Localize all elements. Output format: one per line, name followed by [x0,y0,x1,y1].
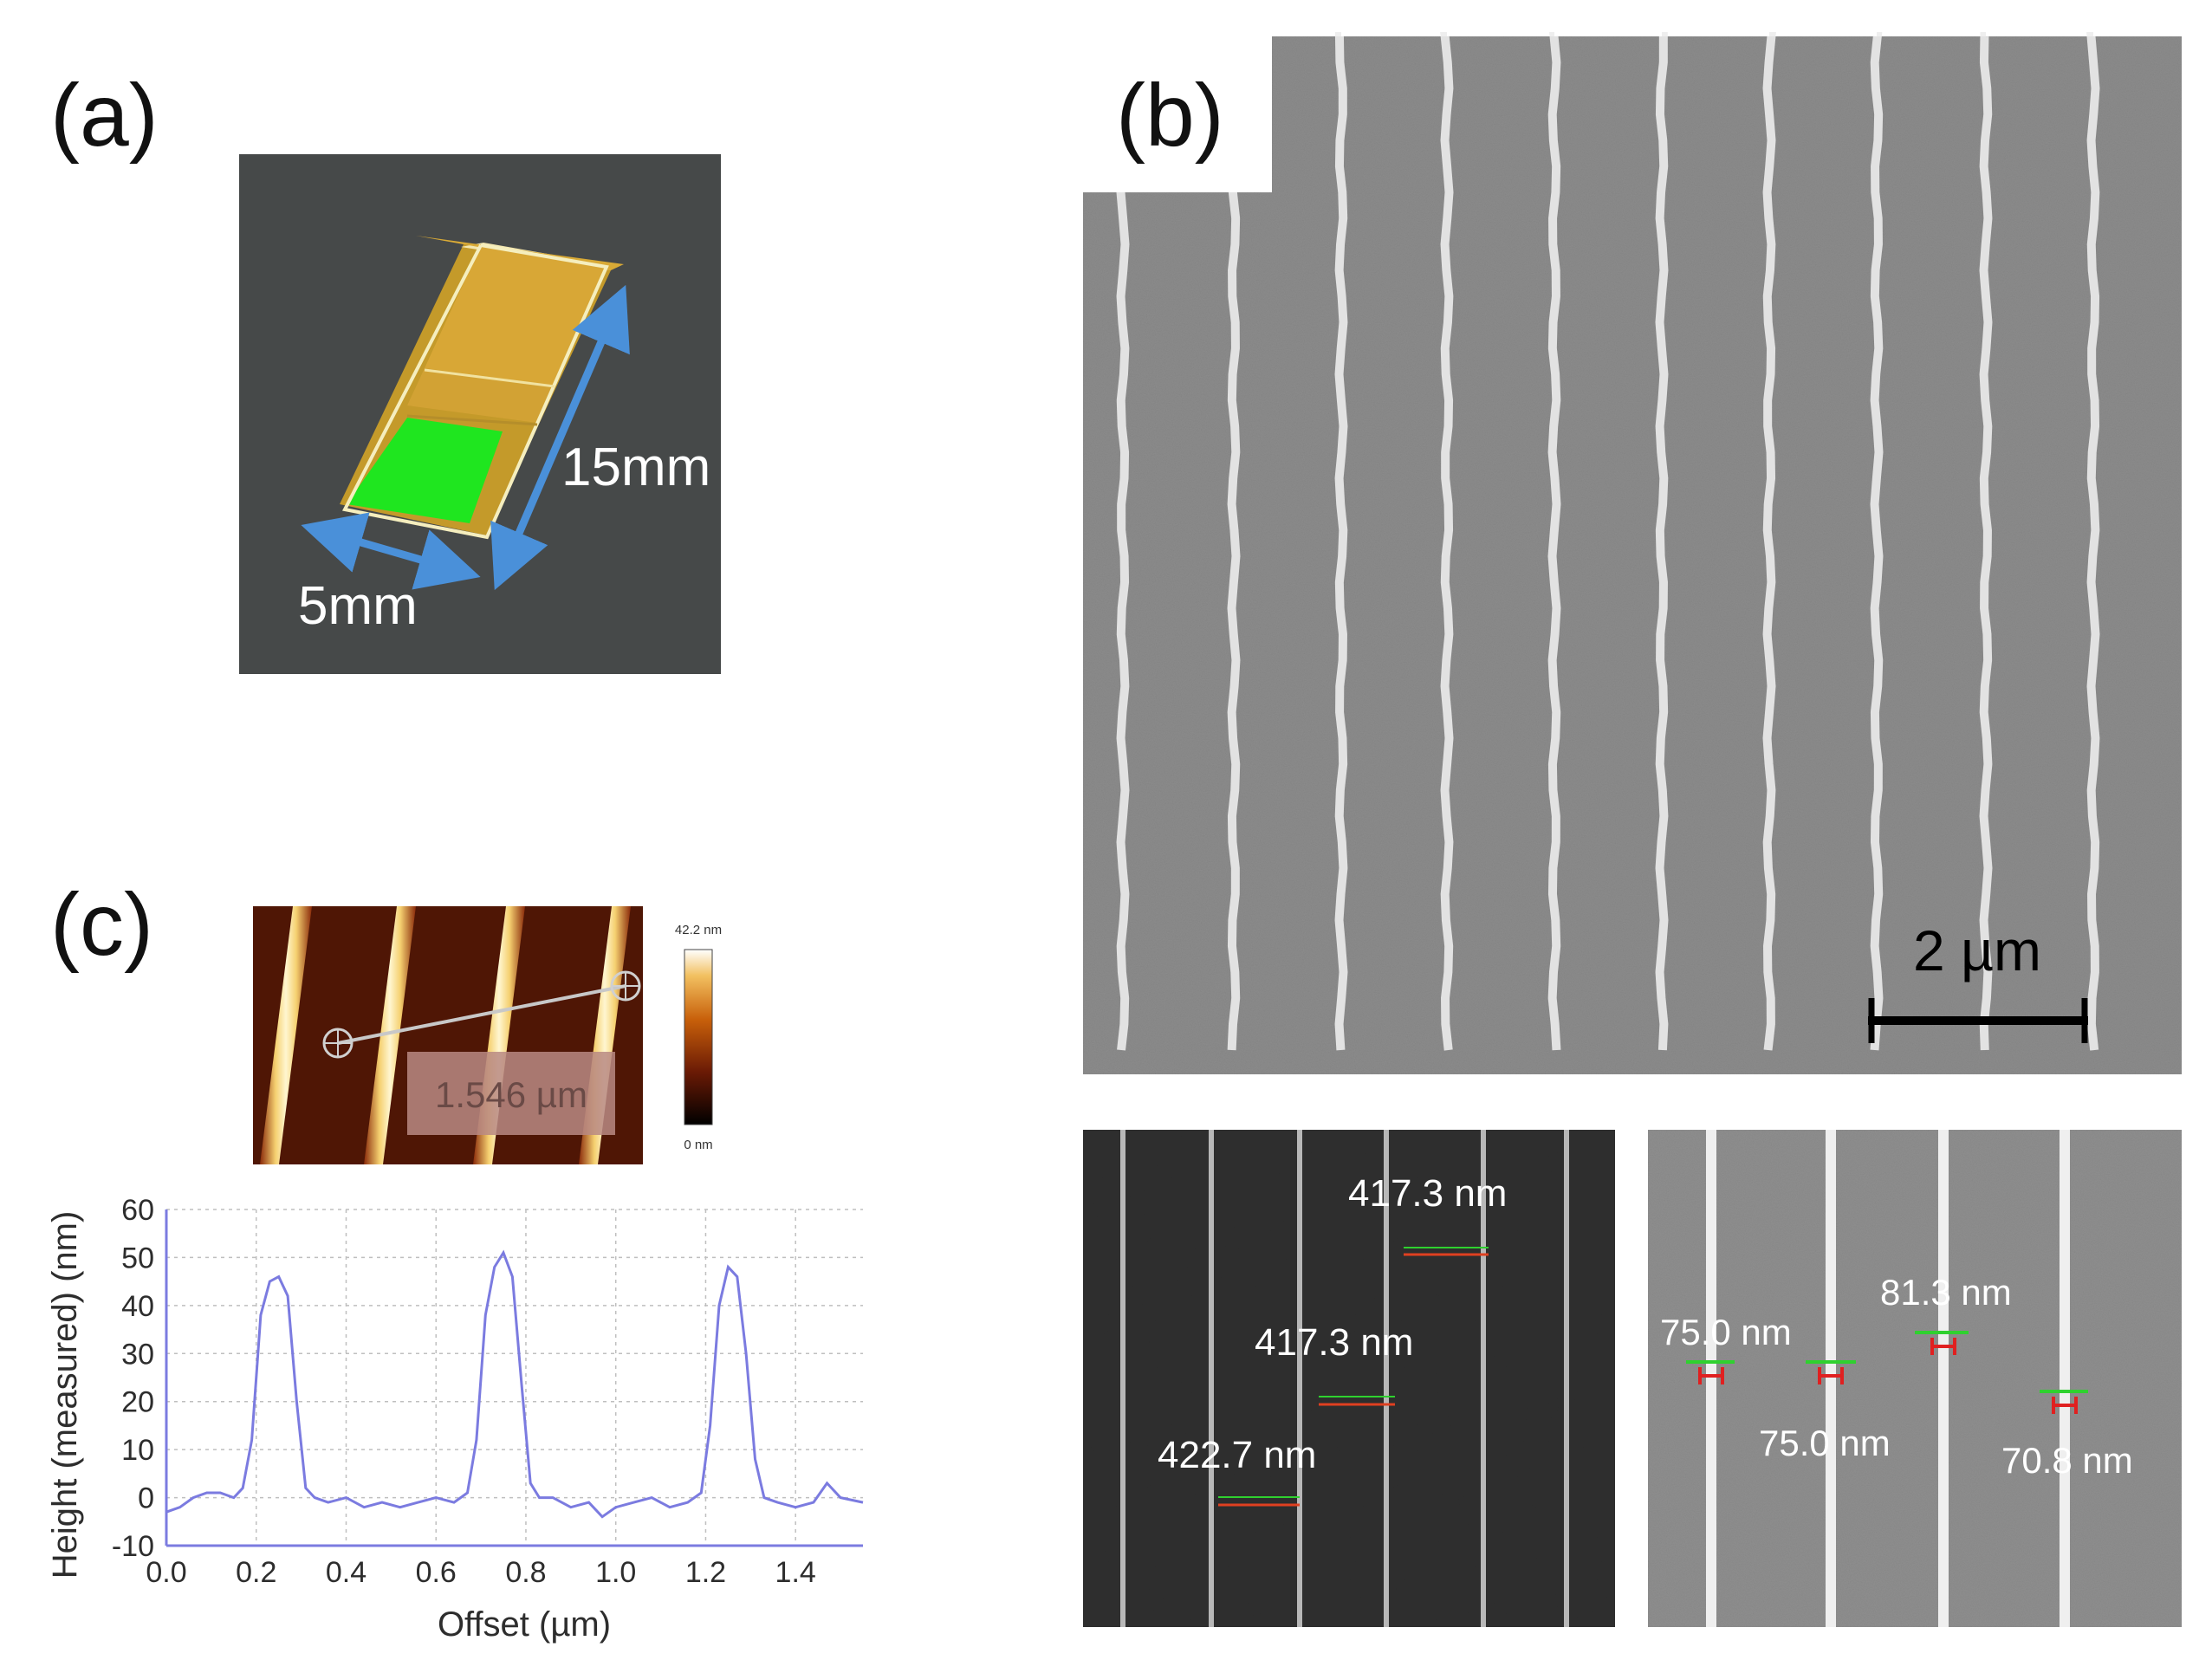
sem-nanoline [1655,32,1669,1051]
y-axis-title: Height (measured) (nm) [46,1211,84,1579]
height-profile-chart: 0.0 0.2 0.4 0.6 0.8 1.0 1.2 1.4 -10 0 10 20 30 40 50 6… [46,1194,864,1644]
sem-nanoline [1870,32,1884,1051]
width-marker [1806,1360,1856,1384]
x-tick-label: 0.4 [326,1556,367,1589]
y-tick-label: 10 [121,1434,154,1467]
colorbar-min: 0 nm [684,1138,712,1152]
y-tick-label: 50 [121,1242,154,1274]
width-marker [2040,1390,2088,1414]
y-tick-label: 60 [121,1194,154,1227]
pitch-marker [1218,1496,1300,1507]
afm-profile-endpoint [610,970,641,1002]
afm-profile-line [337,984,626,1045]
x-tick-label: 0.8 [505,1556,546,1589]
x-axis-title: Offset (µm) [438,1605,611,1644]
y-tick-label: 30 [121,1338,154,1371]
colorbar-max: 42.2 nm [675,923,722,937]
width-label: 81.3 nm [1880,1272,2012,1313]
chart-axes [165,1209,863,1547]
x-tick-label: 1.4 [775,1556,816,1589]
width-arrow [301,512,481,590]
length-label: 15mm [561,438,710,497]
pitch-label: 417.3 nm [1255,1321,1413,1364]
width-marker [1686,1360,1735,1384]
width-label: 5mm [298,576,418,636]
scale-bar: 2 µm [1868,918,2088,1043]
length-arrow [490,284,630,591]
panel-a-photo: 15mm 5mm [239,154,721,674]
panel-b-inset-width: 75.0 nm 81.3 nm 75.0 nm 70.8 nm [1648,1130,2182,1627]
sem-nanoline [1762,32,1776,1051]
width-label: 70.8 nm [2001,1440,2133,1481]
x-tick-label: 0.0 [146,1556,186,1589]
x-tick-label: 1.0 [595,1556,636,1589]
afm-profile-endpoint [322,1028,354,1059]
pitch-label: 417.3 nm [1348,1172,1507,1215]
panel-a-label: (a) [50,66,159,165]
sem-nanoline [1227,188,1241,1051]
sem-nanoline [1979,32,1993,1051]
panel-c-label: (c) [50,875,153,974]
afm-length-box [407,1052,615,1135]
y-tick-label: 40 [121,1290,154,1323]
panel-b-label: (b) [1116,66,1224,165]
x-tick-label: 1.2 [685,1556,726,1589]
x-tick-labels: 0.0 0.2 0.4 0.6 0.8 1.0 1.2 1.4 [146,1556,815,1589]
width-marker [1915,1331,1969,1355]
afm-nanoline [260,906,312,1164]
x-tick-label: 0.6 [416,1556,457,1589]
x-tick-label: 0.2 [236,1556,276,1589]
afm-nanoline [364,906,416,1164]
chart-grid [165,1209,863,1547]
sem-nanoline [1116,188,1130,1051]
afm-length-label: 1.546 µm [435,1074,587,1115]
pitch-marker [1319,1396,1395,1406]
scale-bar-label: 2 µm [1913,918,2041,982]
y-tick-labels: -10 0 10 20 30 40 50 60 [112,1194,154,1563]
width-label: 75.0 nm [1759,1423,1891,1463]
sem-nanolines [1116,32,2100,1051]
y-tick-label: 0 [138,1482,154,1515]
width-label: 75.0 nm [1660,1312,1792,1352]
sem-nanoline [2086,32,2100,1051]
pitch-marker [1404,1247,1489,1256]
y-tick-label: 20 [121,1386,154,1419]
pitch-label: 422.7 nm [1158,1434,1316,1476]
sem-nanoline [1334,32,1348,1051]
panel-b-sem-main [1083,32,2182,1074]
afm-image: 1.546 µm [253,906,643,1164]
sem-nanoline [1547,32,1561,1051]
sem-nanoline [1440,32,1454,1051]
y-tick-label: -10 [112,1530,154,1563]
panel-b-inset-pitch: 417.3 nm 417.3 nm 422.7 nm [1083,1130,1615,1627]
afm-colorbar: 42.2 nm 0 nm [675,923,722,1152]
series-line-height-profile [165,1249,864,1519]
